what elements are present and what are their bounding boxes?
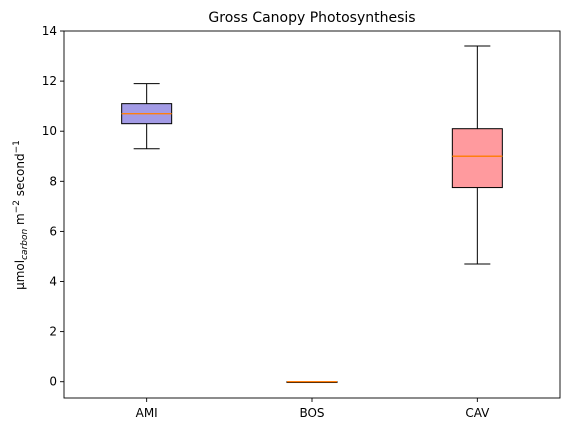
box-bos: [286, 381, 338, 384]
y-tick-label: 0: [49, 375, 57, 389]
box-ami: [121, 83, 173, 150]
plot-area-frame: [63, 30, 561, 399]
y-label-subscript: carbon: [20, 229, 30, 260]
y-axis-label: μmolcarbon m−2 second−1: [12, 140, 30, 290]
y-tick-label: 4: [49, 275, 57, 289]
y-tick-label: 14: [42, 24, 57, 38]
y-tick-label: 6: [49, 224, 57, 238]
y-axis-ticks: 0 2 4 6 8 10 12 14: [42, 24, 64, 389]
y-label-end: second: [13, 153, 27, 200]
y-tick-label: 12: [42, 74, 57, 88]
y-tick-label: 8: [49, 174, 57, 188]
svg-text:μmolcarbon m−2 second−1: μmolcarbon m−2 second−1: [12, 140, 30, 290]
x-axis-ticks: AMI BOS CAV: [136, 398, 490, 420]
x-tick-label: AMI: [136, 406, 158, 420]
box-body: [451, 128, 503, 189]
chart-title: Gross Canopy Photosynthesis: [208, 10, 415, 26]
y-label-sup1: −2: [12, 200, 22, 213]
y-label-sup2: −1: [12, 140, 22, 153]
y-tick-label: 2: [49, 325, 57, 339]
box-series: [121, 45, 503, 384]
y-label-middle: m: [13, 213, 27, 229]
y-tick-label: 10: [42, 124, 57, 138]
x-tick-label: CAV: [465, 406, 490, 420]
box-cav: [451, 45, 503, 265]
x-tick-label: BOS: [299, 406, 324, 420]
y-label-base: μmol: [13, 260, 27, 290]
